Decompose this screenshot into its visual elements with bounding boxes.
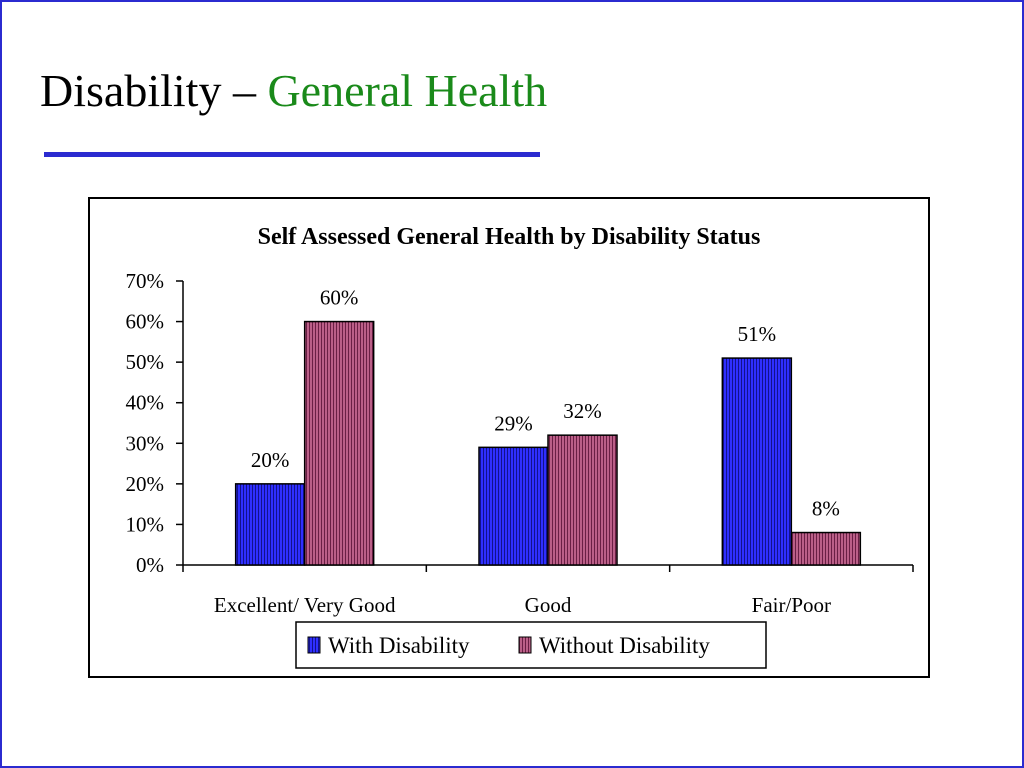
bar [547, 434, 618, 566]
y-tick-label: 0% [136, 553, 164, 577]
y-tick-label: 40% [126, 391, 165, 415]
y-tick-label: 30% [126, 431, 165, 455]
legend-label: Without Disability [539, 633, 710, 658]
x-tick-label: Good [525, 593, 572, 617]
chart-title: Self Assessed General Health by Disabili… [258, 224, 761, 250]
data-label: 29% [494, 411, 533, 435]
y-tick-label: 20% [126, 472, 165, 496]
y-tick-label: 10% [126, 512, 165, 536]
bar [478, 446, 549, 566]
data-label: 60% [320, 286, 359, 310]
title-main: Disability – [40, 65, 268, 116]
bar-chart: Self Assessed General Health by Disabili… [126, 224, 914, 669]
y-tick-label: 60% [126, 310, 165, 334]
y-tick-label: 50% [126, 350, 165, 374]
data-label: 51% [738, 322, 777, 346]
data-label: 32% [563, 399, 602, 423]
data-label: 8% [812, 497, 840, 521]
title-accent: General Health [267, 65, 548, 116]
legend-label: With Disability [328, 633, 470, 658]
bar [790, 531, 862, 566]
bar [234, 483, 306, 566]
plot-area: 0% 10% 20% 30% 40% 50% 60% 70% Excellent/ Very G… [126, 269, 914, 669]
chart-frame: Self Assessed General Health by Disabili… [88, 197, 930, 678]
legend-swatch [518, 636, 532, 654]
data-label: 20% [251, 448, 290, 472]
legend-swatch [307, 636, 321, 654]
x-tick-label: Excellent/ Very Good [214, 593, 396, 617]
slide-title: Disability – General Health [40, 68, 547, 114]
x-tick-label: Fair/Poor [752, 593, 831, 617]
y-tick-label: 70% [126, 269, 165, 293]
bar [303, 320, 375, 566]
title-underline [44, 152, 540, 157]
bar [721, 357, 793, 566]
